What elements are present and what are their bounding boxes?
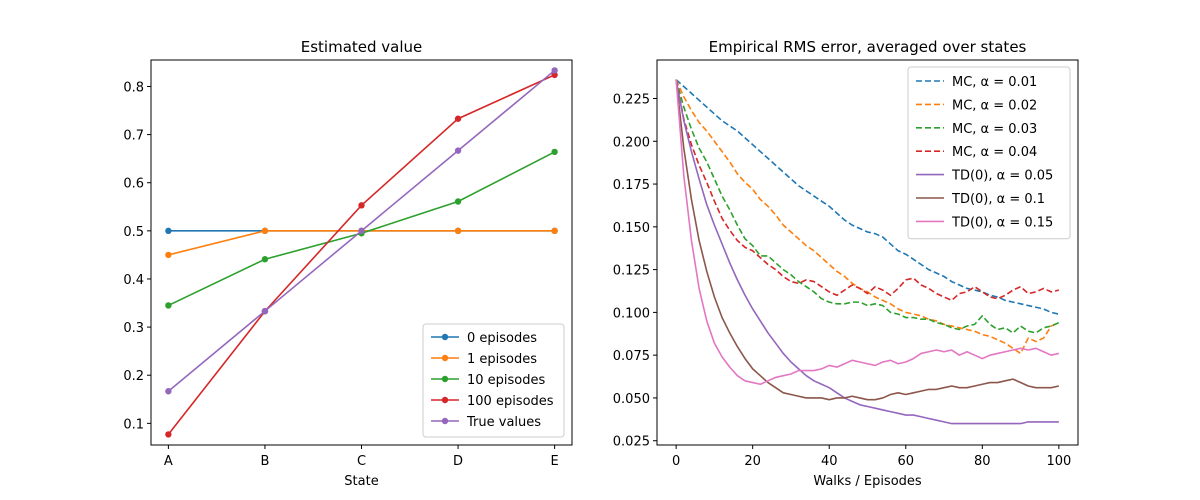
- data-point-100-episodes: [454, 115, 462, 122]
- legend-label-td-0-alpha-0-1: TD(0), α = 0.1: [951, 192, 1045, 207]
- data-point-10-episodes: [261, 256, 269, 263]
- legend-box: [422, 323, 565, 438]
- x-tick-label: 80: [974, 454, 991, 469]
- legend-marker-0-episodes: [441, 333, 449, 341]
- legend-marker-1-episodes: [441, 354, 449, 362]
- x-axis-label: Walks / Episodes: [813, 474, 922, 489]
- data-point-10-episodes: [551, 148, 558, 156]
- series-line-td-0-alpha-0-1: [675, 79, 1060, 401]
- y-tick-label: 0.075: [613, 349, 650, 364]
- data-point-true-values: [261, 307, 269, 315]
- y-tick-label: 0.150: [613, 221, 650, 236]
- x-tick-label: D: [453, 454, 463, 469]
- series-line-mc-alpha-0-03: [675, 79, 1060, 334]
- y-tick-label: 0.050: [613, 392, 650, 407]
- series-line-mc-alpha-0-04: [675, 79, 1060, 302]
- x-tick-label: 0: [672, 454, 680, 469]
- legend-label-mc-alpha-0-03: MC, α = 0.03: [952, 122, 1037, 137]
- data-point-true-values: [165, 388, 172, 395]
- legend: MC, α = 0.01 MC, α = 0.02 MC, α = 0.03 MC, …: [907, 66, 1071, 240]
- chart-title: Estimated value: [301, 38, 423, 56]
- y-tick-label: 0.200: [613, 135, 650, 150]
- legend-label-1-episodes: 1 episodes: [467, 352, 537, 367]
- legend-label-mc-alpha-0-01: MC, α = 0.01: [952, 75, 1037, 90]
- y-tick-label: 0.225: [613, 93, 650, 108]
- legend-label-td-0-alpha-0-15: TD(0), α = 0.15: [951, 215, 1053, 230]
- data-point-1-episodes: [454, 227, 462, 235]
- y-tick-label: 0.1: [123, 417, 144, 432]
- y-tick-label: 0.175: [613, 178, 650, 193]
- data-point-1-episodes: [165, 251, 172, 259]
- y-tick-label: 0.8: [123, 80, 144, 95]
- data-point-true-values: [358, 227, 365, 235]
- x-tick-label: 20: [744, 454, 761, 469]
- series-line-mc-alpha-0-02: [675, 79, 1060, 355]
- data-point-true-values: [551, 67, 558, 74]
- x-tick-label: 60: [897, 454, 914, 469]
- data-point-100-episodes: [551, 71, 558, 79]
- data-point-10-episodes: [165, 302, 172, 309]
- y-tick-label: 0.7: [123, 129, 144, 144]
- y-tick-label: 0.025: [613, 435, 650, 450]
- legend-label-100-episodes: 100 episodes: [467, 394, 554, 409]
- y-tick-label: 0.3: [123, 321, 144, 336]
- legend-box: [907, 66, 1071, 240]
- x-axis-label: State: [344, 474, 378, 489]
- y-tick-label: 0.2: [123, 369, 144, 384]
- estimated-value-chart: Estimated value A B C D E 0.1 0.2 0.3 0.4 0.5 0.6…: [123, 38, 573, 489]
- legend-label-mc-alpha-0-04: MC, α = 0.04: [952, 145, 1037, 160]
- data-point-1-episodes: [551, 227, 558, 235]
- series-line-td-0-alpha-0-15: [675, 79, 1060, 386]
- legend-marker-true-values: [441, 417, 449, 425]
- legend-label-td-0-alpha-0-05: TD(0), α = 0.05: [951, 169, 1053, 184]
- x-tick-label: E: [551, 454, 559, 469]
- x-tick-label: A: [164, 454, 173, 469]
- x-tick-label: 100: [1046, 454, 1071, 469]
- legend-label-10-episodes: 10 episodes: [467, 373, 546, 388]
- data-point-1-episodes: [261, 227, 269, 235]
- data-point-true-values: [454, 147, 462, 154]
- legend-label-0-episodes: 0 episodes: [467, 331, 537, 346]
- x-tick-label: B: [260, 454, 269, 469]
- x-tick-label: 40: [821, 454, 838, 469]
- legend-label-true-values: True values: [466, 415, 541, 430]
- y-tick-label: 0.5: [123, 225, 144, 240]
- legend-marker-100-episodes: [441, 396, 449, 404]
- data-point-0-episodes: [165, 227, 172, 235]
- legend: 0 episodes 1 episodes 10 episodes 100 episo…: [422, 323, 565, 438]
- series-line-mc-alpha-0-01: [675, 79, 1060, 315]
- y-tick-label: 0.4: [123, 273, 144, 288]
- data-point-10-episodes: [454, 198, 462, 205]
- series-line-td-0-alpha-0-05: [675, 79, 1059, 425]
- y-tick-label: 0.100: [613, 306, 650, 321]
- data-point-100-episodes: [165, 431, 172, 438]
- chart-title: Empirical RMS error, averaged over state…: [709, 38, 1027, 56]
- legend-label-mc-alpha-0-02: MC, α = 0.02: [952, 98, 1037, 113]
- x-tick-label: C: [357, 454, 366, 469]
- rms-error-chart: Empirical RMS error, averaged over state…: [613, 38, 1079, 489]
- plot-frame: [656, 59, 1079, 446]
- y-tick-label: 0.125: [613, 264, 650, 279]
- data-point-100-episodes: [358, 202, 365, 209]
- legend-marker-10-episodes: [441, 375, 449, 383]
- y-tick-label: 0.6: [123, 177, 144, 192]
